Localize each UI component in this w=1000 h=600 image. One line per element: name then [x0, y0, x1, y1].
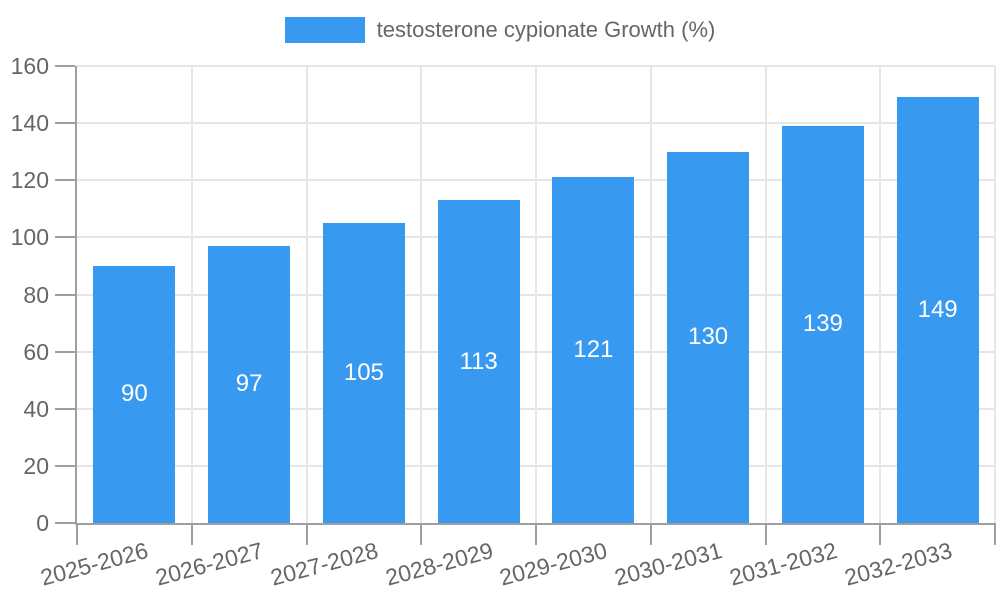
- bar[interactable]: [781, 125, 864, 523]
- x-axis-tick: [535, 523, 537, 545]
- gridline-vertical: [305, 66, 308, 523]
- x-axis-tick: [994, 523, 996, 545]
- gridline-vertical: [879, 66, 882, 523]
- bar-value-label: 97: [235, 370, 263, 398]
- x-axis-tick-label: 2029-2030: [497, 537, 611, 591]
- x-axis-tick: [420, 523, 423, 545]
- gridline-vertical: [649, 66, 652, 523]
- x-axis-tick-label: 2031-2032: [726, 537, 840, 591]
- y-axis-tick-label: 80: [23, 281, 49, 308]
- bar-value-label: 149: [917, 296, 958, 324]
- bar[interactable]: [896, 97, 979, 523]
- y-axis-tick-label: 160: [10, 53, 49, 79]
- legend[interactable]: testosterone cypionate Growth (%): [0, 17, 1000, 43]
- bar-value-label: 113: [459, 347, 498, 375]
- y-axis-tick-label: 140: [10, 110, 49, 137]
- gridline-vertical: [994, 66, 996, 523]
- bar[interactable]: [208, 245, 291, 523]
- bar-value-label: 139: [802, 310, 843, 338]
- gridline-vertical: [420, 66, 423, 523]
- x-axis-tick: [764, 523, 767, 545]
- legend-swatch: [284, 17, 365, 43]
- x-axis-tick-label: 2027-2028: [267, 537, 381, 591]
- bar-value-label: 121: [573, 336, 614, 364]
- bar[interactable]: [667, 151, 750, 523]
- y-axis-tick: [55, 350, 75, 353]
- gridline-vertical: [764, 66, 767, 523]
- x-axis-tick: [305, 523, 308, 545]
- y-axis-tick: [55, 179, 75, 182]
- x-axis-tick: [190, 523, 193, 545]
- bar[interactable]: [322, 223, 405, 523]
- y-axis-tick-label: 100: [10, 224, 49, 251]
- x-axis-tick: [649, 523, 652, 545]
- x-axis-tick: [879, 523, 882, 545]
- x-axis-tick-label: 2030-2031: [611, 537, 725, 591]
- y-axis-tick-label: 40: [23, 395, 49, 422]
- y-axis-tick-label: 20: [23, 452, 49, 479]
- legend-label: testosterone cypionate Growth (%): [376, 17, 716, 42]
- bar[interactable]: [437, 200, 520, 523]
- y-axis-tick: [55, 522, 75, 524]
- x-axis-tick-label: 2028-2029: [382, 537, 496, 591]
- x-axis-tick: [76, 523, 78, 545]
- y-axis-tick: [55, 293, 75, 296]
- plot-area: 0 20 40 60 80 100 120 140 160 90 2025-2026 97 2026-2…: [11, 53, 996, 591]
- y-axis-tick: [55, 122, 75, 125]
- y-axis-tick: [55, 464, 75, 467]
- y-axis-tick-label: 0: [36, 510, 49, 536]
- bar-value-label: 130: [688, 323, 729, 351]
- gridline-vertical: [190, 66, 193, 523]
- x-axis-tick-label: 2032-2033: [841, 537, 955, 591]
- y-axis-tick: [55, 65, 75, 67]
- y-axis-tick: [55, 236, 75, 239]
- x-axis-tick-label: 2026-2027: [152, 537, 266, 591]
- gridline-vertical: [535, 66, 537, 523]
- bar[interactable]: [552, 177, 635, 523]
- y-axis-tick-label: 60: [23, 338, 49, 365]
- bar-value-label: 90: [121, 380, 148, 408]
- y-axis-tick: [55, 407, 75, 410]
- x-axis-tick-label: 2025-2026: [38, 537, 152, 591]
- y-axis-tick-label: 120: [10, 167, 49, 194]
- bar-value-label: 105: [343, 359, 384, 387]
- bar[interactable]: [93, 265, 176, 523]
